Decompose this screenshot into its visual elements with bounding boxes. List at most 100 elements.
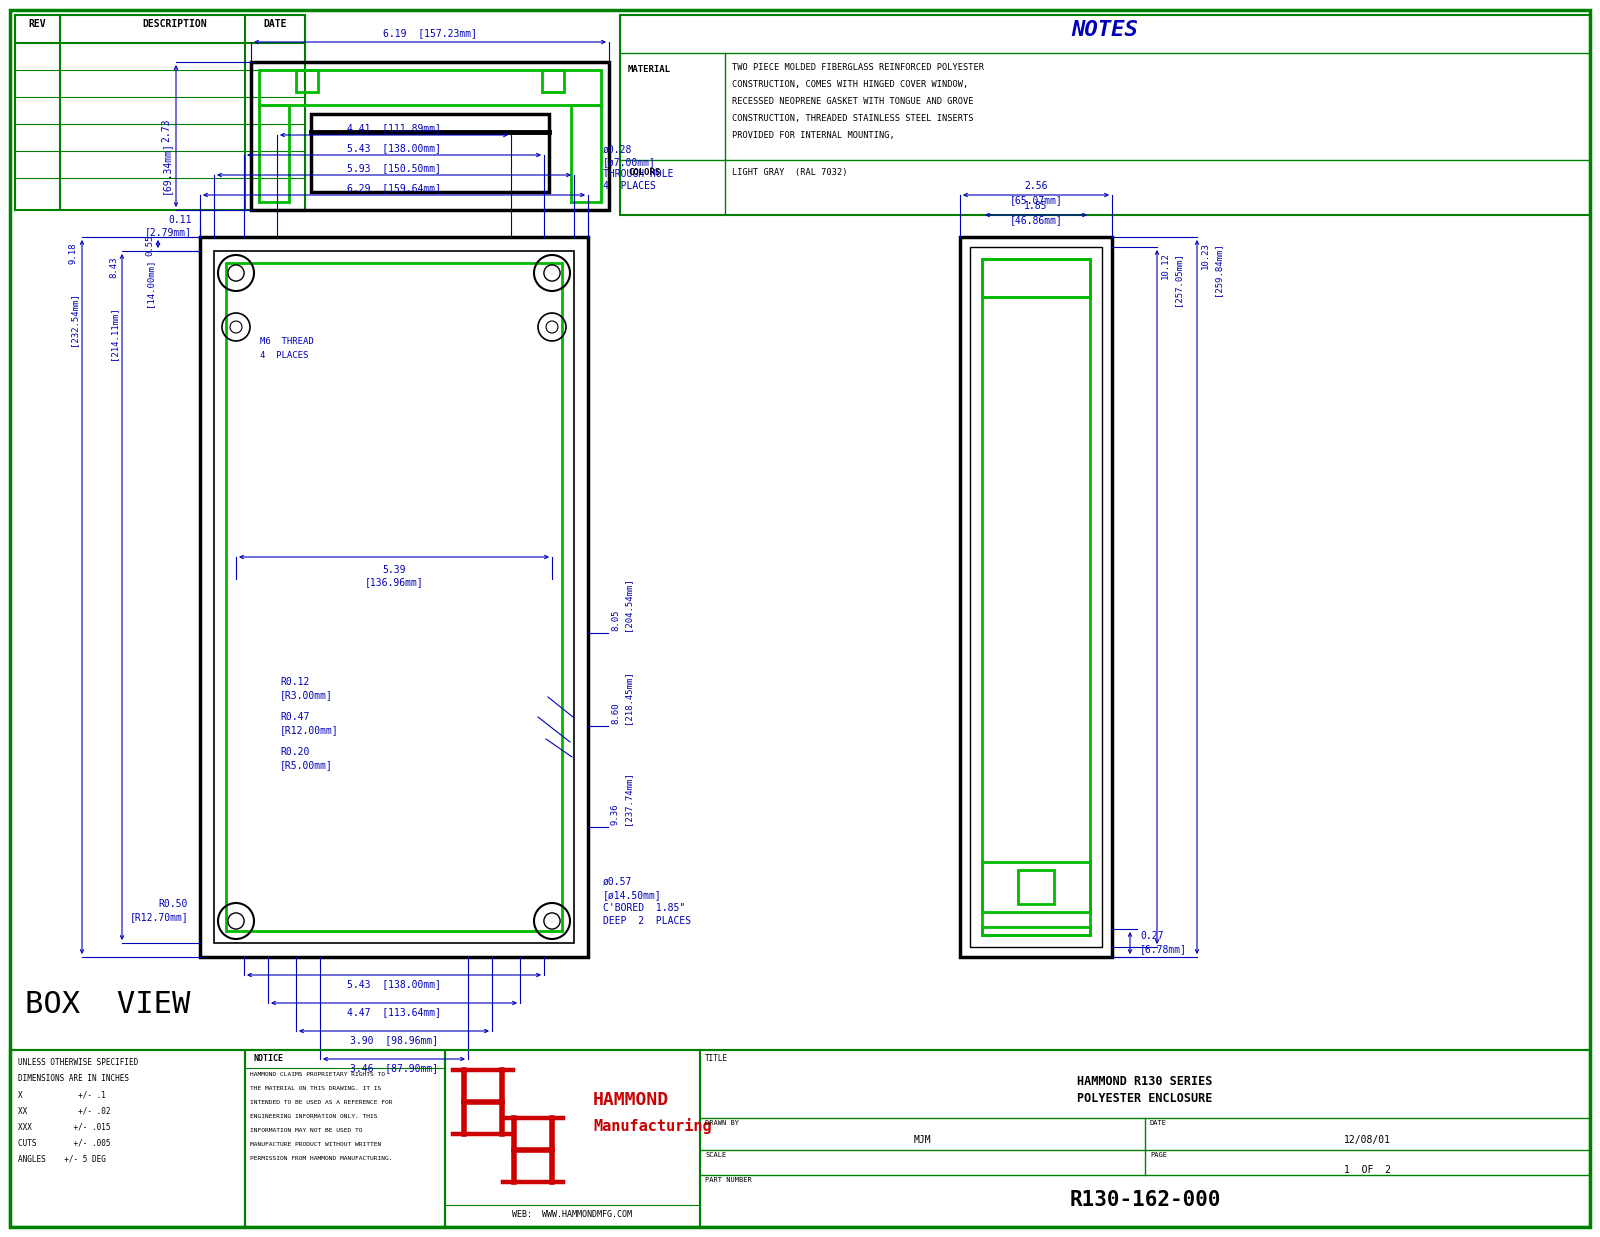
Text: THROUGH HOLE: THROUGH HOLE [603, 169, 674, 179]
Text: 10.12: 10.12 [1162, 252, 1170, 278]
Text: 6.29  [159.64mm]: 6.29 [159.64mm] [347, 183, 442, 193]
Text: [259.84mm]: [259.84mm] [1213, 242, 1222, 296]
Text: R0.50: R0.50 [158, 899, 189, 909]
Text: 4  PLACES: 4 PLACES [259, 351, 309, 360]
Text: 2.56: 2.56 [1024, 181, 1048, 190]
Text: DIMENSIONS ARE IN INCHES: DIMENSIONS ARE IN INCHES [18, 1074, 130, 1084]
Text: TWO PIECE MOLDED FIBERGLASS REINFORCED POLYESTER: TWO PIECE MOLDED FIBERGLASS REINFORCED P… [733, 63, 984, 72]
Text: CONSTRUCTION, THREADED STAINLESS STEEL INSERTS: CONSTRUCTION, THREADED STAINLESS STEEL I… [733, 114, 973, 122]
Text: 0.11: 0.11 [168, 215, 192, 225]
Text: 3.90  [98.96mm]: 3.90 [98.96mm] [350, 1035, 438, 1045]
Text: 4  PLACES: 4 PLACES [603, 181, 656, 190]
Text: 4.47  [113.64mm]: 4.47 [113.64mm] [347, 1007, 442, 1017]
Text: TITLE: TITLE [706, 1054, 728, 1063]
Text: XX           +/- .02: XX +/- .02 [18, 1106, 110, 1115]
Text: 0.55: 0.55 [146, 235, 154, 256]
Text: HAMMOND R130 SERIES: HAMMOND R130 SERIES [1077, 1075, 1213, 1089]
Text: R130-162-000: R130-162-000 [1069, 1190, 1221, 1210]
Text: 0.27: 0.27 [1139, 931, 1163, 941]
Text: 6.19  [157.23mm]: 6.19 [157.23mm] [382, 28, 477, 38]
Text: MATERIAL: MATERIAL [627, 66, 670, 74]
Text: 8.05: 8.05 [611, 610, 621, 631]
Text: [R12.00mm]: [R12.00mm] [280, 725, 339, 735]
Bar [982, 259, 1090, 297]
Text: 8.43: 8.43 [109, 256, 118, 277]
Text: R0.47: R0.47 [280, 713, 309, 722]
Text: [257.05mm]: [257.05mm] [1173, 252, 1182, 306]
Bar [982, 259, 1090, 935]
Text: PAGE: PAGE [1150, 1152, 1166, 1158]
Text: [R3.00mm]: [R3.00mm] [280, 690, 333, 700]
Bar [10, 1050, 245, 1227]
Text: DATE: DATE [1150, 1119, 1166, 1126]
Bar [14, 15, 306, 210]
Text: 4.41  [111.89mm]: 4.41 [111.89mm] [347, 122, 442, 134]
Text: MJM: MJM [914, 1136, 931, 1145]
Bar [970, 247, 1102, 948]
Text: INFORMATION MAY NOT BE USED TO: INFORMATION MAY NOT BE USED TO [250, 1128, 363, 1133]
Text: [69.34mm]: [69.34mm] [162, 141, 171, 194]
Bar [296, 71, 318, 92]
Text: 12/08/01: 12/08/01 [1344, 1136, 1390, 1145]
Bar [701, 1050, 1590, 1227]
Bar [310, 114, 549, 192]
Bar [259, 105, 290, 202]
Text: RECESSED NEOPRENE GASKET WITH TONGUE AND GROVE: RECESSED NEOPRENE GASKET WITH TONGUE AND… [733, 96, 973, 106]
Text: XXX         +/- .015: XXX +/- .015 [18, 1122, 110, 1131]
Text: [ø7.00mm]: [ø7.00mm] [603, 157, 656, 167]
Text: HAMMOND CLAIMS PROPRIETARY RIGHTS TO: HAMMOND CLAIMS PROPRIETARY RIGHTS TO [250, 1072, 386, 1077]
Text: 1  OF  2: 1 OF 2 [1344, 1165, 1390, 1175]
Bar [259, 71, 602, 105]
Text: [2.79mm]: [2.79mm] [146, 228, 192, 238]
Text: ø0.28: ø0.28 [603, 145, 632, 155]
Text: [ø14.50mm]: [ø14.50mm] [603, 889, 662, 901]
Text: ø0.57: ø0.57 [603, 877, 632, 887]
Text: REV: REV [29, 19, 46, 28]
Text: SCALE: SCALE [706, 1152, 726, 1158]
Text: [136.96mm]: [136.96mm] [365, 576, 424, 588]
Bar [445, 1050, 701, 1227]
Text: UNLESS OTHERWISE SPECIFIED: UNLESS OTHERWISE SPECIFIED [18, 1058, 138, 1068]
Text: 10.23: 10.23 [1202, 242, 1210, 268]
Text: 5.39: 5.39 [382, 565, 406, 575]
Text: BOX  VIEW: BOX VIEW [26, 990, 190, 1019]
Text: COLORS: COLORS [627, 168, 661, 177]
Text: NOTICE: NOTICE [253, 1054, 283, 1063]
Text: [R12.70mm]: [R12.70mm] [130, 912, 189, 922]
Bar [960, 238, 1112, 957]
Text: [237.74mm]: [237.74mm] [622, 771, 632, 825]
Text: [46.86mm]: [46.86mm] [1010, 215, 1062, 225]
Text: R0.12: R0.12 [280, 677, 309, 687]
Text: 5.93  [150.50mm]: 5.93 [150.50mm] [347, 163, 442, 173]
Text: PROVIDED FOR INTERNAL MOUNTING,: PROVIDED FOR INTERNAL MOUNTING, [733, 131, 894, 140]
Text: Manufacturing: Manufacturing [594, 1118, 712, 1134]
Text: LIGHT GRAY  (RAL 7032): LIGHT GRAY (RAL 7032) [733, 168, 848, 177]
Text: ANGLES    +/- 5 DEG: ANGLES +/- 5 DEG [18, 1154, 106, 1163]
Text: [214.11mm]: [214.11mm] [109, 306, 118, 360]
Text: C'BORED  1.85": C'BORED 1.85" [603, 903, 685, 913]
Text: POLYESTER ENCLOSURE: POLYESTER ENCLOSURE [1077, 1092, 1213, 1105]
Text: PERMISSION FROM HAMMOND MANUFACTURING.: PERMISSION FROM HAMMOND MANUFACTURING. [250, 1157, 392, 1162]
Text: WEB:  WWW.HAMMONDMFG.COM: WEB: WWW.HAMMONDMFG.COM [512, 1210, 632, 1218]
Text: R0.20: R0.20 [280, 747, 309, 757]
Text: ENGINEERING INFORMATION ONLY. THIS: ENGINEERING INFORMATION ONLY. THIS [250, 1115, 378, 1119]
Text: 5.43  [138.00mm]: 5.43 [138.00mm] [347, 143, 442, 153]
Text: INTENDED TO BE USED AS A REFERENCE FOR: INTENDED TO BE USED AS A REFERENCE FOR [250, 1100, 392, 1105]
Bar [571, 105, 602, 202]
Text: X            +/- .1: X +/- .1 [18, 1090, 106, 1098]
Text: [218.45mm]: [218.45mm] [622, 670, 632, 724]
Text: CUTS        +/- .005: CUTS +/- .005 [18, 1138, 110, 1147]
Text: [6.78mm]: [6.78mm] [1139, 944, 1187, 954]
Text: [232.54mm]: [232.54mm] [69, 292, 78, 346]
Bar [1018, 870, 1054, 904]
Text: 3.46  [87.90mm]: 3.46 [87.90mm] [350, 1063, 438, 1072]
Text: 9.18: 9.18 [69, 242, 78, 263]
Text: MANUFACTURE PRODUCT WITHOUT WRITTEN: MANUFACTURE PRODUCT WITHOUT WRITTEN [250, 1142, 381, 1147]
Text: THE MATERIAL ON THIS DRAWING. IT IS: THE MATERIAL ON THIS DRAWING. IT IS [250, 1086, 381, 1091]
Bar [10, 1050, 1590, 1227]
Bar [982, 927, 1090, 935]
Text: PART NUMBER: PART NUMBER [706, 1176, 752, 1183]
Bar [245, 1050, 445, 1227]
Text: [R5.00mm]: [R5.00mm] [280, 760, 333, 769]
Text: 2.73: 2.73 [162, 118, 171, 141]
